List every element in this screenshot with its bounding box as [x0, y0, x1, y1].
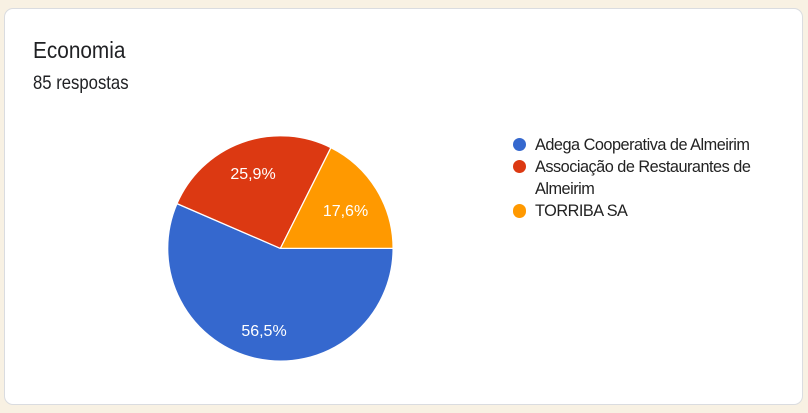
svg-text:56,5%: 56,5%: [241, 323, 286, 340]
svg-text:25,9%: 25,9%: [230, 166, 275, 183]
svg-text:17,6%: 17,6%: [323, 203, 368, 220]
